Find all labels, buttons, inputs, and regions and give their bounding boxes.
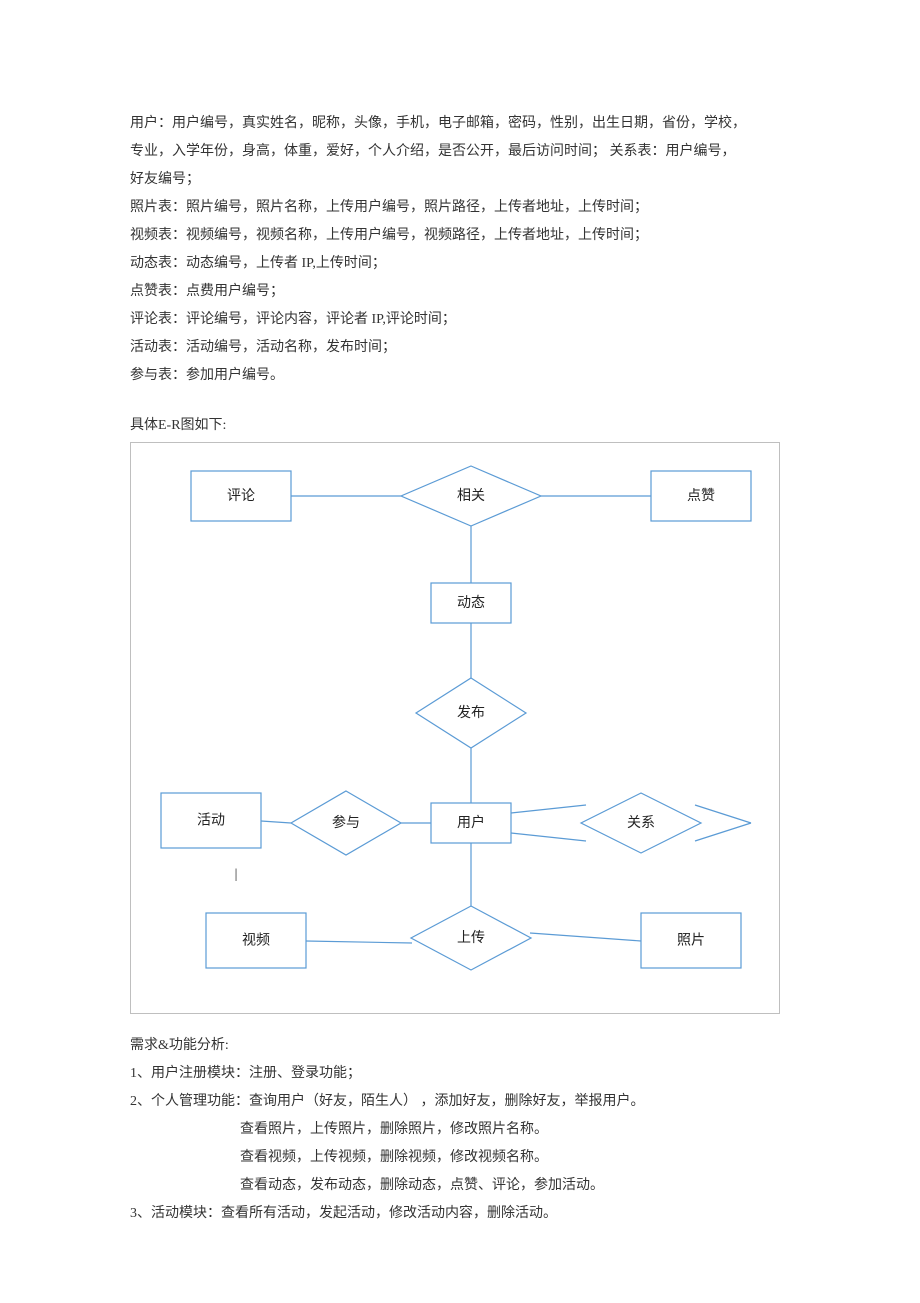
requirement-line: 3、活动模块：查看所有活动，发起活动，修改活动内容，删除活动。 — [130, 1200, 790, 1228]
paragraph-line: 照片表：照片编号，照片名称，上传用户编号，照片路径，上传者地址，上传时间； — [130, 194, 790, 222]
er-relationship-label: 相关 — [457, 488, 485, 504]
paragraph-line: 好友编号； — [130, 166, 790, 194]
document-page: 用户：用户编号，真实姓名，昵称，头像，手机，电子邮箱，密码，性别，出生日期，省份… — [0, 0, 920, 1288]
er-edge — [695, 805, 751, 823]
paragraph-line: 专业，入学年份，身高，体重，爱好，个人介绍，是否公开，最后访问时间； 关系表：用… — [130, 138, 790, 166]
er-diagram-svg: 评论 点赞动态活动 用户视频 照片 相关发布参与 关系上传 | — [131, 443, 779, 1013]
er-relationship-label: 发布 — [457, 705, 485, 721]
er-entity-label: 视频 — [242, 933, 270, 949]
paragraph-line: 活动表：活动编号，活动名称，发布时间； — [130, 334, 790, 362]
er-entity-label: 动态 — [457, 595, 485, 611]
paragraph-line: 点赞表：点费用户编号； — [130, 278, 790, 306]
requirement-subline: 查看动态，发布动态，删除动态，点赞、评论，参加活动。 — [130, 1172, 790, 1200]
requirement-line: 2、个人管理功能：查询用户（好友，陌生人） ，添加好友，删除好友，举报用户。 — [130, 1088, 790, 1116]
stray-mark: | — [235, 867, 238, 882]
paragraph-line: 用户：用户编号，真实姓名，昵称，头像，手机，电子邮箱，密码，性别，出生日期，省份… — [130, 110, 790, 138]
paragraph-line: 动态表：动态编号，上传者 IP,上传时间； — [130, 250, 790, 278]
er-edge — [511, 833, 586, 841]
er-relationship-label: 关系 — [627, 815, 655, 831]
er-edge — [306, 941, 412, 943]
er-edge — [261, 821, 291, 823]
paragraph-line: 视频表：视频编号，视频名称，上传用户编号，视频路径，上传者地址，上传时间； — [130, 222, 790, 250]
er-edge — [511, 805, 586, 813]
requirement-line: 1、用户注册模块：注册、登录功能； — [130, 1060, 790, 1088]
er-relationship-label: 参与 — [332, 814, 360, 831]
er-relationship-label: 上传 — [457, 930, 485, 946]
er-entity-label: 照片 — [677, 933, 705, 949]
requirements-title: 需求&功能分析: — [130, 1032, 790, 1060]
requirement-subline: 查看照片，上传照片，删除照片，修改照片名称。 — [130, 1116, 790, 1144]
paragraph-line: 参与表：参加用户编号。 — [130, 362, 790, 390]
paragraph-line: 评论表：评论编号，评论内容，评论者 IP,评论时间； — [130, 306, 790, 334]
er-entity-label: 用户 — [457, 814, 485, 831]
er-edge — [695, 823, 751, 841]
er-diagram-title: 具体E-R图如下: — [130, 412, 790, 440]
requirement-subline: 查看视频，上传视频，删除视频，修改视频名称。 — [130, 1144, 790, 1172]
er-edge — [530, 933, 641, 941]
er-entity-label: 评论 — [227, 488, 255, 504]
er-entity-label: 点赞 — [687, 488, 715, 504]
er-diagram-container: 评论 点赞动态活动 用户视频 照片 相关发布参与 关系上传 | — [130, 442, 780, 1014]
er-entity-label: 活动 — [197, 813, 225, 829]
